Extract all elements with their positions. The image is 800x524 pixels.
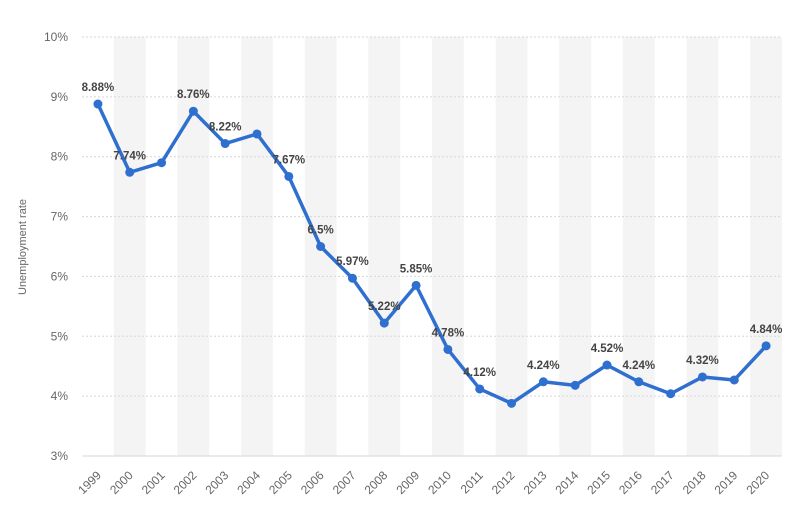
data-point bbox=[379, 318, 389, 328]
column-band bbox=[495, 37, 528, 456]
y-tick-label: 5% bbox=[51, 329, 69, 343]
x-tick-label: 2007 bbox=[330, 468, 359, 497]
x-tick-label: 2017 bbox=[648, 468, 677, 497]
column-band bbox=[368, 37, 401, 456]
y-tick-label: 4% bbox=[51, 389, 69, 403]
data-label: 4.78% bbox=[432, 327, 465, 339]
data-point bbox=[188, 106, 198, 116]
data-label: 4.24% bbox=[527, 360, 560, 372]
data-point bbox=[220, 139, 230, 149]
data-point bbox=[761, 341, 771, 351]
x-tick-label: 2003 bbox=[203, 468, 232, 497]
column-band bbox=[750, 37, 782, 456]
x-tick-label: 2013 bbox=[521, 468, 550, 497]
data-point bbox=[475, 384, 485, 394]
column-band bbox=[622, 37, 655, 456]
y-tick-label: 8% bbox=[51, 150, 69, 164]
data-point bbox=[507, 398, 517, 408]
y-tick-label: 3% bbox=[51, 449, 69, 463]
data-point bbox=[284, 171, 294, 181]
data-label: 6.5% bbox=[308, 225, 334, 237]
data-point bbox=[347, 273, 357, 283]
data-label: 4.12% bbox=[463, 367, 496, 379]
x-tick-label: 2004 bbox=[234, 468, 263, 497]
y-tick-label: 10% bbox=[44, 30, 68, 44]
gridlines bbox=[82, 36, 782, 457]
data-point bbox=[411, 280, 421, 290]
series-line bbox=[96, 102, 768, 406]
column-band bbox=[559, 37, 592, 456]
data-label: 4.52% bbox=[591, 343, 624, 355]
data-points bbox=[93, 99, 771, 408]
x-tick-label: 2000 bbox=[107, 468, 136, 497]
data-point bbox=[93, 99, 103, 109]
x-tick-label: 2010 bbox=[425, 468, 454, 497]
column-band bbox=[432, 37, 464, 456]
data-point bbox=[729, 375, 739, 385]
data-point bbox=[125, 167, 135, 177]
x-tick-label: 2001 bbox=[139, 468, 168, 497]
y-axis-title: Unemployment rate bbox=[17, 199, 29, 295]
data-point bbox=[443, 344, 453, 354]
y-tick-label: 7% bbox=[51, 210, 69, 224]
x-axis-ticks: 1999 2000 2001 2002 2003 2004 2005 2006 2007 2008… bbox=[75, 468, 772, 497]
data-point bbox=[634, 377, 644, 387]
data-label: 4.32% bbox=[686, 355, 719, 367]
y-tick-label: 6% bbox=[51, 269, 69, 283]
x-tick-label: 2014 bbox=[553, 468, 582, 497]
data-label: 4.84% bbox=[750, 324, 783, 336]
data-label: 8.22% bbox=[209, 122, 242, 134]
data-label: 8.88% bbox=[82, 82, 115, 94]
x-tick-label: 2011 bbox=[458, 468, 486, 496]
data-label: 7.67% bbox=[273, 154, 306, 166]
data-label: 4.24% bbox=[623, 360, 656, 372]
column-band bbox=[113, 37, 146, 456]
x-tick-label: 2002 bbox=[171, 468, 200, 497]
x-tick-label: 2016 bbox=[616, 468, 645, 497]
data-point bbox=[538, 377, 548, 387]
column-bands bbox=[113, 37, 782, 456]
column-band bbox=[686, 37, 719, 456]
x-tick-label: 2008 bbox=[362, 468, 391, 497]
x-tick-label: 2009 bbox=[393, 468, 422, 497]
data-point bbox=[157, 158, 167, 168]
x-tick-label: 2012 bbox=[489, 468, 518, 497]
data-point bbox=[316, 242, 326, 251]
data-point bbox=[602, 360, 612, 370]
x-tick-label: 2006 bbox=[298, 468, 327, 497]
data-point bbox=[252, 129, 262, 139]
x-tick-label: 2015 bbox=[584, 468, 613, 497]
x-tick-label: 1999 bbox=[75, 468, 104, 497]
data-label: 5.97% bbox=[336, 256, 369, 268]
data-label: 5.85% bbox=[400, 263, 433, 275]
y-axis-ticks: 3% 4% 5% 6% 7% 8% 9% 10% bbox=[44, 30, 68, 463]
x-tick-label: 2005 bbox=[266, 468, 295, 497]
data-label: 8.76% bbox=[177, 89, 210, 101]
y-tick-label: 9% bbox=[51, 90, 69, 104]
data-point bbox=[697, 372, 707, 382]
series-polyline bbox=[96, 102, 768, 406]
x-tick-label: 2020 bbox=[743, 468, 772, 497]
data-point bbox=[570, 380, 580, 390]
x-tick-label: 2018 bbox=[680, 468, 709, 497]
data-label: 7.74% bbox=[113, 150, 146, 162]
column-band bbox=[241, 37, 273, 456]
data-point bbox=[666, 389, 676, 399]
x-tick-label: 2019 bbox=[712, 468, 741, 497]
data-labels: 8.88% 7.74% 8.76% 8.22% 7.67% 6.5% 5.97% 5.22% 5… bbox=[82, 82, 783, 379]
data-label: 5.22% bbox=[368, 301, 401, 313]
